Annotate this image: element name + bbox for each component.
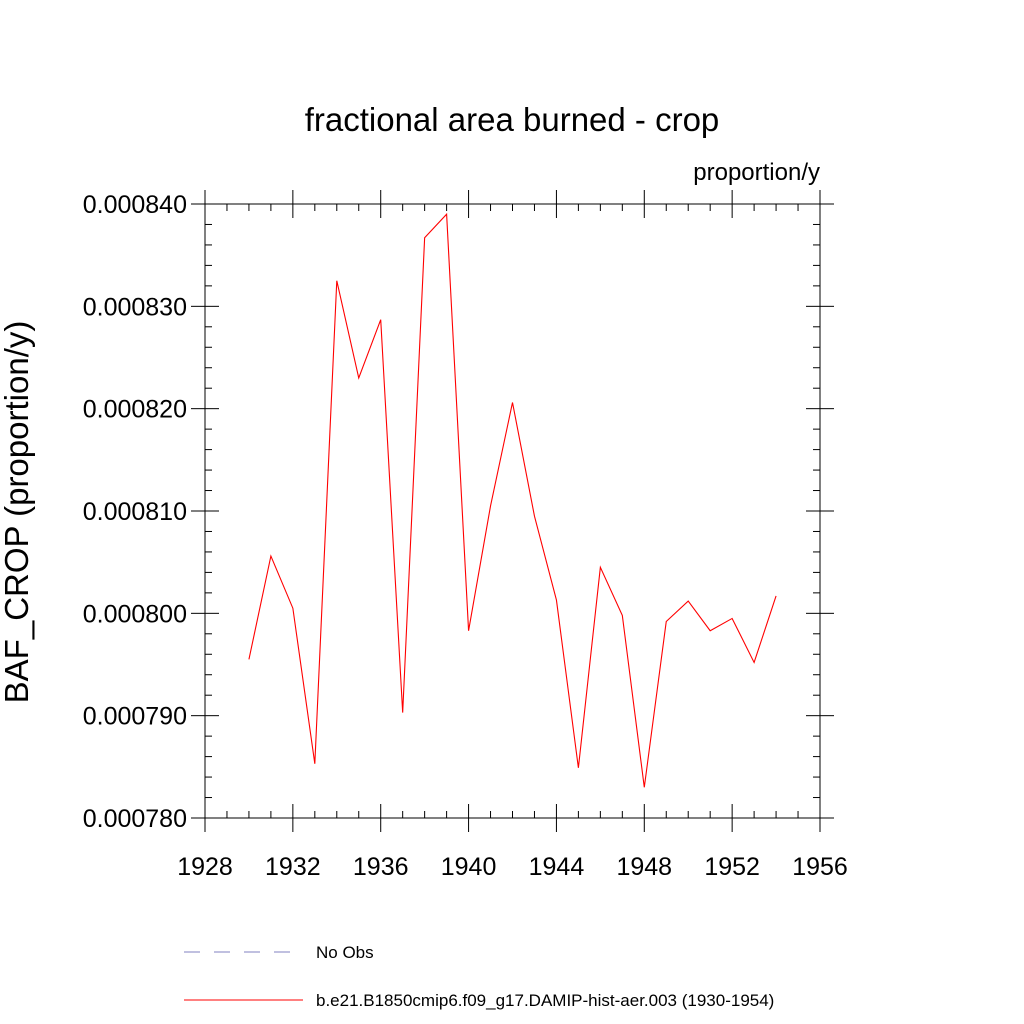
y-tick-label: 0.000790 — [83, 703, 187, 731]
y-tick-label: 0.000820 — [83, 396, 187, 424]
y-tick-label: 0.000780 — [83, 805, 187, 833]
x-tick-label: 1952 — [704, 853, 760, 881]
units-label: proportion/y — [693, 159, 820, 186]
legend-label: No Obs — [316, 943, 374, 962]
y-tick-label: 0.000830 — [83, 293, 187, 321]
y-axis-label: BAF_CROP (proportion/y) — [0, 321, 35, 704]
x-tick-label: 1944 — [529, 853, 585, 881]
x-tick-label: 1948 — [616, 853, 672, 881]
y-tick-label: 0.000810 — [83, 498, 187, 526]
chart-title: fractional area burned - crop — [305, 101, 720, 138]
y-tick-labels: 0.000780 0.000790 0.000800 0.000810 0.000820… — [83, 191, 187, 833]
x-tick-labels: 1928 1932 1936 1940 1944 1948 1952 1956 — [177, 853, 848, 881]
series-line — [248, 212, 777, 788]
x-tick-label: 1940 — [441, 853, 497, 881]
y-tick-label: 0.000800 — [83, 600, 187, 628]
axis-ticks — [191, 190, 834, 832]
plot-frame — [204, 203, 821, 819]
series-group — [248, 212, 777, 788]
y-tick-label: 0.000840 — [83, 191, 187, 219]
x-tick-label: 1928 — [177, 853, 233, 881]
legend: No Obs b.e21.B1850cmip6.f09_g17.DAMIP-his… — [184, 943, 774, 1010]
x-tick-label: 1936 — [353, 853, 409, 881]
x-tick-label: 1956 — [792, 853, 848, 881]
x-tick-label: 1932 — [265, 853, 321, 881]
legend-label: b.e21.B1850cmip6.f09_g17.DAMIP-hist-aer.… — [316, 991, 774, 1010]
